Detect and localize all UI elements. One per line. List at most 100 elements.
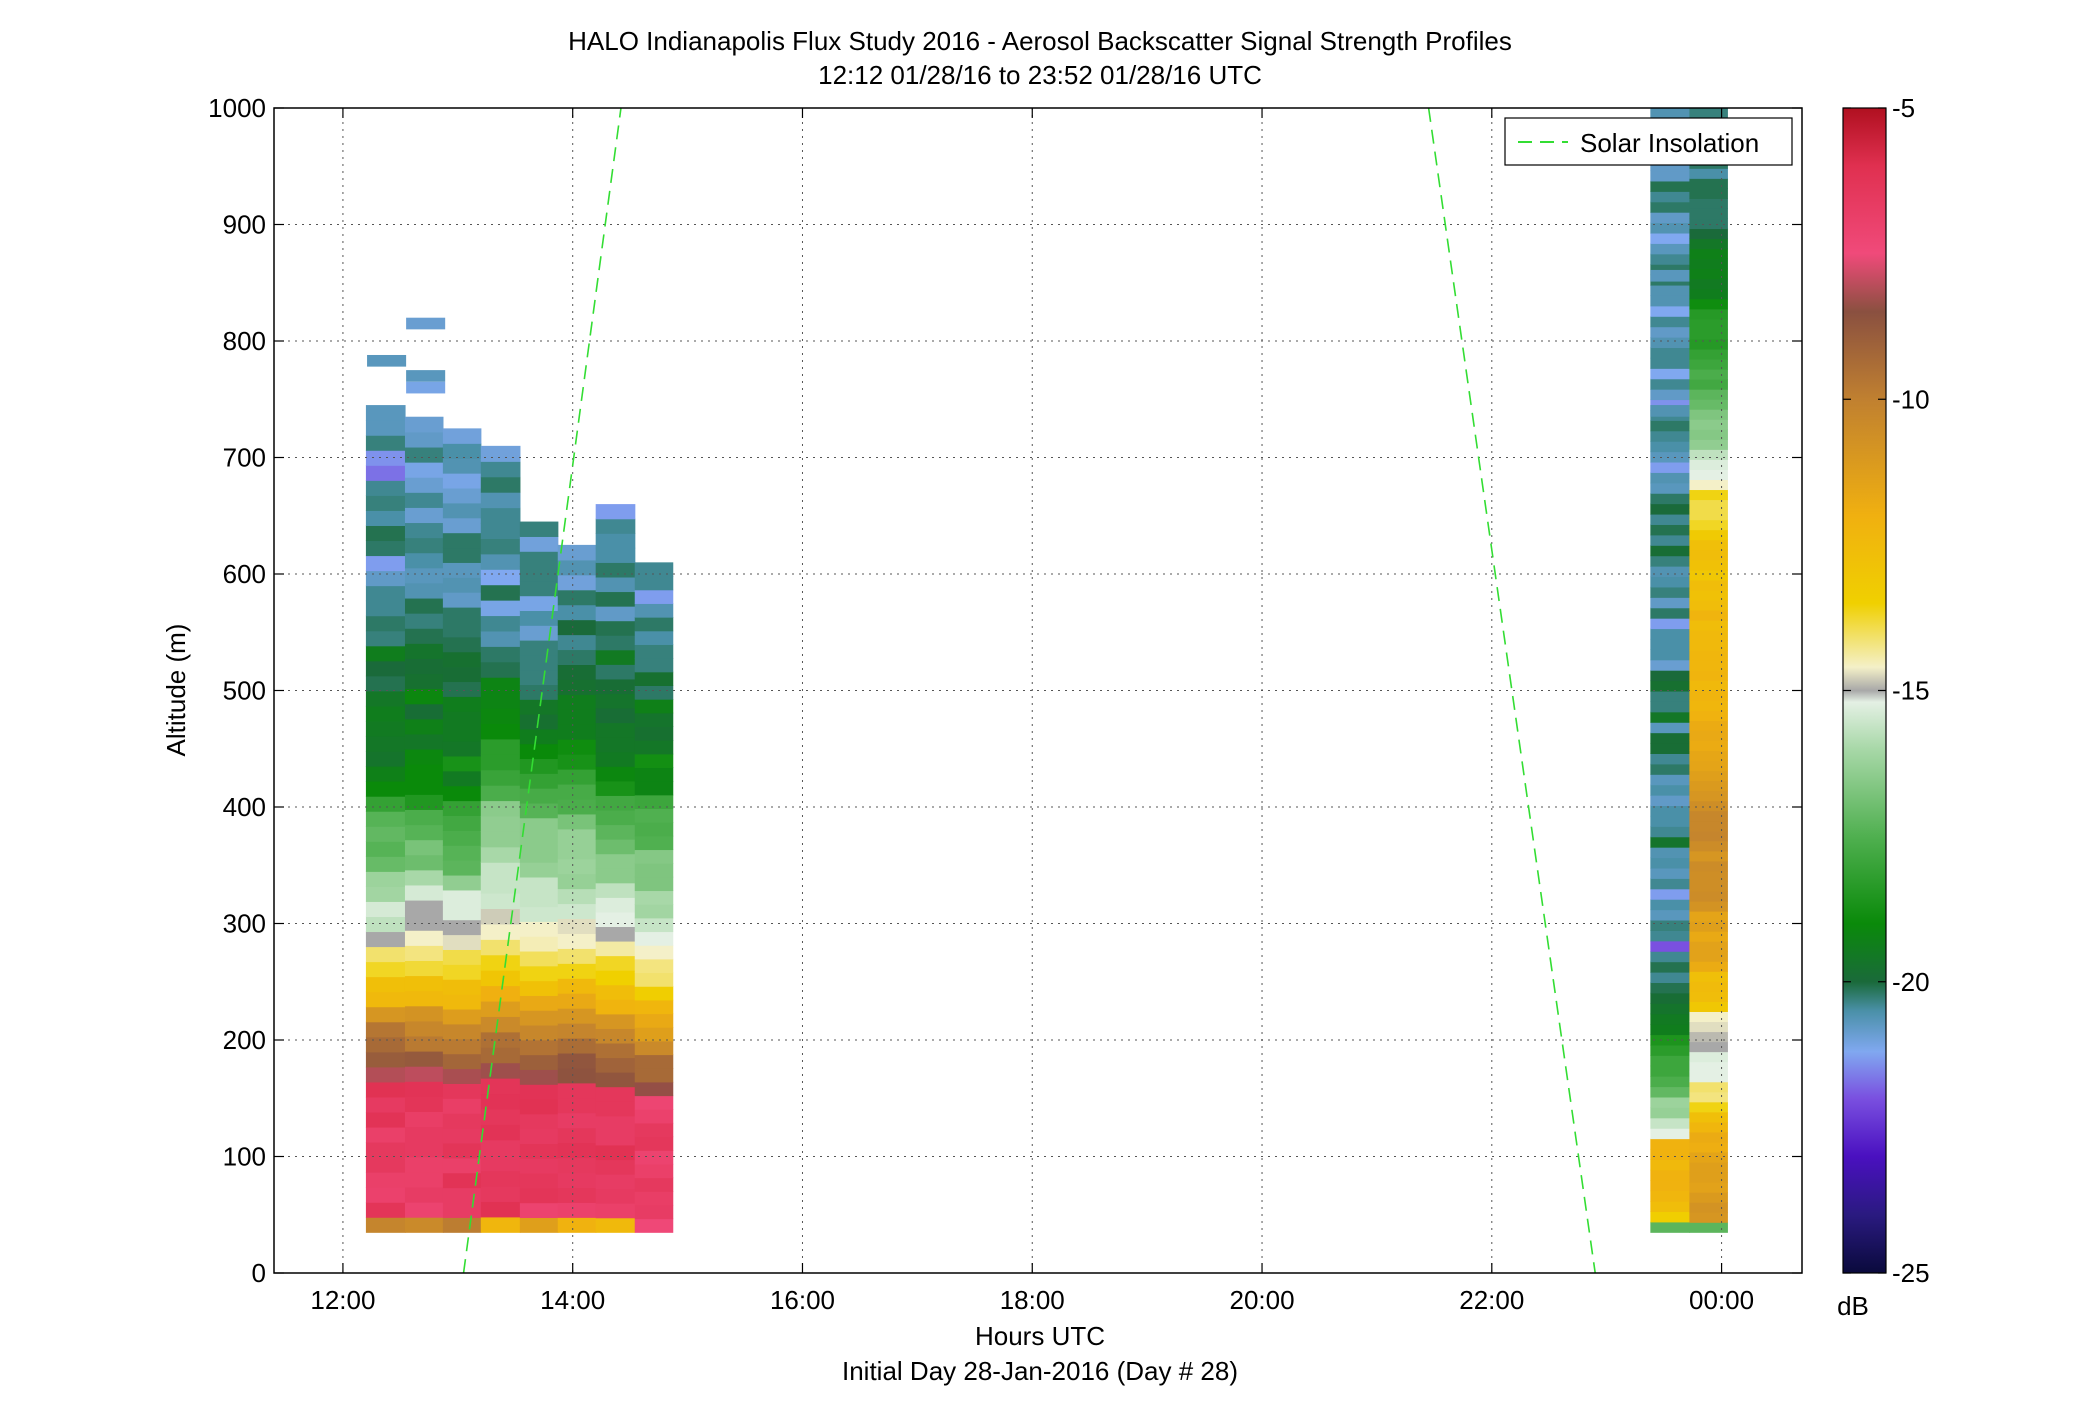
heatmap-cell-profile-8 xyxy=(1650,805,1691,817)
heatmap-cell-profile-1 xyxy=(404,628,444,644)
heatmap xyxy=(365,108,1728,1233)
heatmap-cell-profile-9 xyxy=(1689,690,1728,701)
heatmap-cell-profile-8 xyxy=(1650,930,1691,942)
heatmap-cell-profile-6 xyxy=(595,795,636,811)
heatmap-cell-profile-1 xyxy=(404,764,444,780)
heatmap-cell-profile-7 xyxy=(634,972,674,987)
heatmap-cell-profile-8 xyxy=(1650,482,1691,494)
heatmap-cell-profile-9 xyxy=(1689,1061,1728,1073)
heatmap-cell-profile-2 xyxy=(442,592,482,608)
heatmap-cell-profile-4 xyxy=(519,876,559,893)
heatmap-cell-profile-9 xyxy=(1689,338,1728,350)
heatmap-cell-profile-2 xyxy=(442,711,482,727)
heatmap-cell-profile-7 xyxy=(634,1040,674,1056)
heatmap-cell-profile-8 xyxy=(1650,1148,1691,1160)
y-tick-label: 500 xyxy=(223,676,266,706)
heatmap-cell-profile-8 xyxy=(1650,1211,1691,1223)
heatmap-cell-profile-8 xyxy=(1650,701,1691,713)
heatmap-cell-profile-7 xyxy=(634,863,674,878)
heatmap-cell-profile-2 xyxy=(442,1068,482,1084)
heatmap-cell-profile-6 xyxy=(595,1115,636,1131)
heatmap-cell-profile-4 xyxy=(519,847,559,863)
heatmap-cell-profile-0 xyxy=(365,781,406,797)
heatmap-cell-profile-9 xyxy=(1689,409,1728,420)
heatmap-cell-profile-9 xyxy=(1689,549,1728,561)
heatmap-cell-profile-4 xyxy=(519,1217,559,1233)
heatmap-cell-profile-5 xyxy=(557,948,597,964)
heatmap-cell-profile-8 xyxy=(1650,763,1691,775)
heatmap-cell-profile-3 xyxy=(480,954,521,971)
heatmap-cell-profile-6 xyxy=(595,999,636,1015)
heatmap-cell-profile-9 xyxy=(1689,308,1728,320)
heatmap-cell-profile-5 xyxy=(557,873,597,890)
heatmap-cell-profile-8 xyxy=(1650,389,1691,401)
heatmap-cell-profile-0 xyxy=(365,750,406,767)
heatmap-cell-profile-6 xyxy=(595,751,636,767)
heatmap-cell-profile-8 xyxy=(1650,888,1691,900)
heatmap-cell-profile-9 xyxy=(1689,890,1728,902)
heatmap-cell-profile-9 xyxy=(1689,459,1728,470)
heatmap-cell-profile-1 xyxy=(404,1202,444,1218)
heatmap-cell-profile-2 xyxy=(442,1187,482,1204)
heatmap-cell-profile-7 xyxy=(634,1177,674,1192)
heatmap-sparse-cell xyxy=(1650,269,1690,282)
heatmap-cell-profile-4 xyxy=(519,1039,559,1056)
heatmap-cell-profile-3 xyxy=(480,569,521,586)
heatmap-cell-profile-8 xyxy=(1650,732,1691,744)
heatmap-cell-profile-8 xyxy=(1650,847,1691,859)
heatmap-cell-profile-7 xyxy=(634,685,674,700)
heatmap-cell-profile-8 xyxy=(1650,357,1691,369)
colorbar-tick-label: -25 xyxy=(1892,1258,1930,1288)
heatmap-cell-profile-3 xyxy=(480,692,521,709)
heatmap-cell-profile-1 xyxy=(404,930,444,946)
heatmap-cell-profile-5 xyxy=(557,1142,597,1159)
heatmap-cell-profile-2 xyxy=(442,1202,482,1218)
heatmap-cell-profile-4 xyxy=(519,817,559,834)
heatmap-cell-profile-7 xyxy=(634,849,674,864)
x-tick-label: 20:00 xyxy=(1229,1285,1294,1315)
heatmap-cell-profile-2 xyxy=(442,1098,482,1114)
heatmap-cell-profile-1 xyxy=(404,462,444,478)
heatmap-cell-profile-3 xyxy=(480,785,521,802)
heatmap-sparse-cell xyxy=(406,317,446,330)
heatmap-cell-profile-6 xyxy=(595,955,636,971)
heatmap-cell-profile-8 xyxy=(1650,690,1691,702)
heatmap-cell-profile-2 xyxy=(442,458,482,474)
heatmap-cell-profile-0 xyxy=(365,1111,406,1128)
heatmap-cell-profile-3 xyxy=(480,1000,521,1017)
heatmap-cell-profile-8 xyxy=(1650,919,1691,931)
heatmap-cell-profile-4 xyxy=(519,699,559,715)
heatmap-cell-profile-0 xyxy=(365,1006,406,1023)
heatmap-cell-profile-8 xyxy=(1650,493,1691,505)
heatmap-cell-profile-3 xyxy=(480,707,521,724)
heatmap-cell-profile-0 xyxy=(365,811,406,827)
heatmap-cell-profile-1 xyxy=(404,1126,444,1143)
heatmap-cell-profile-9 xyxy=(1689,660,1728,671)
heatmap-cell-profile-1 xyxy=(404,673,444,690)
heatmap-cell-profile-5 xyxy=(557,559,597,576)
heatmap-cell-profile-4 xyxy=(519,565,559,582)
heatmap-cell-profile-0 xyxy=(365,1066,406,1083)
heatmap-cell-profile-4 xyxy=(519,595,559,612)
heatmap-cell-profile-2 xyxy=(442,726,482,742)
heatmap-cell-profile-9 xyxy=(1689,318,1728,330)
heatmap-cell-profile-9 xyxy=(1689,760,1728,772)
heatmap-cell-profile-5 xyxy=(557,963,597,979)
heatmap-cell-profile-2 xyxy=(442,815,482,831)
heatmap-cell-profile-4 xyxy=(519,580,559,597)
heatmap-cell-profile-3 xyxy=(480,1185,521,1202)
x-tick-label: 22:00 xyxy=(1459,1285,1524,1315)
heatmap-cell-profile-1 xyxy=(404,552,444,569)
x-tick-label: 12:00 xyxy=(310,1285,375,1315)
heatmap-cell-profile-8 xyxy=(1650,191,1691,203)
heatmap-cell-profile-9 xyxy=(1689,188,1728,199)
heatmap-cell-profile-0 xyxy=(365,690,406,707)
heatmap-cell-profile-3 xyxy=(480,1016,521,1033)
heatmap-cell-profile-8 xyxy=(1650,441,1691,453)
heatmap-cell-profile-2 xyxy=(442,1172,482,1189)
colorbar-unit: dB xyxy=(1837,1291,1869,1321)
heatmap-cell-profile-6 xyxy=(595,1013,636,1029)
heatmap-cell-profile-6 xyxy=(595,620,636,636)
heatmap-cell-profile-8 xyxy=(1650,1180,1691,1192)
heatmap-cell-profile-9 xyxy=(1689,368,1728,380)
